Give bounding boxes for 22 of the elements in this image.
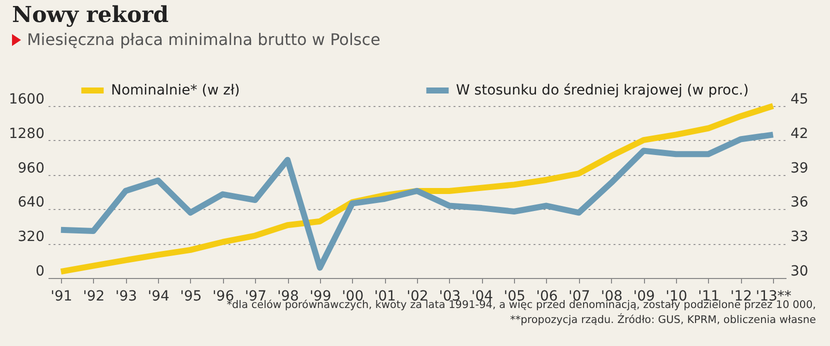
y2-tick-label: 45 [790,92,808,108]
x-tick-label: '93 [115,288,138,304]
y-tick-label: 320 [18,229,44,246]
y2-tick-label: 33 [790,229,808,246]
y-tick-label: 960 [18,160,44,176]
chart-subtitle: Miesięczna płaca minimalna brutto w Polsce [27,30,380,49]
legend-label: W stosunku do średniej krajowej (w proc.) [456,82,749,98]
y-tick-label: 640 [18,194,44,211]
x-tick-label: '91 [50,288,72,304]
x-tick-label: '94 [148,288,170,304]
y-tick-label: 1280 [8,126,44,142]
y-tick-label: 1600 [8,92,44,108]
y2-tick-label: 42 [790,126,808,142]
y-tick-label: 0 [36,264,44,280]
chart-title: Nowy rekord [12,2,169,28]
y2-tick-label: 39 [790,160,808,176]
x-tick-label: '92 [82,288,105,304]
x-tick-label: '95 [180,288,202,304]
y2-tick-label: 36 [790,194,808,211]
legend-label: Nominalnie* (w zł) [111,82,240,98]
text: **propozycja rządu. Źródło: GUS, KPRM, obliczenia własne [509,313,816,328]
y2-tick-label: 30 [790,264,808,280]
